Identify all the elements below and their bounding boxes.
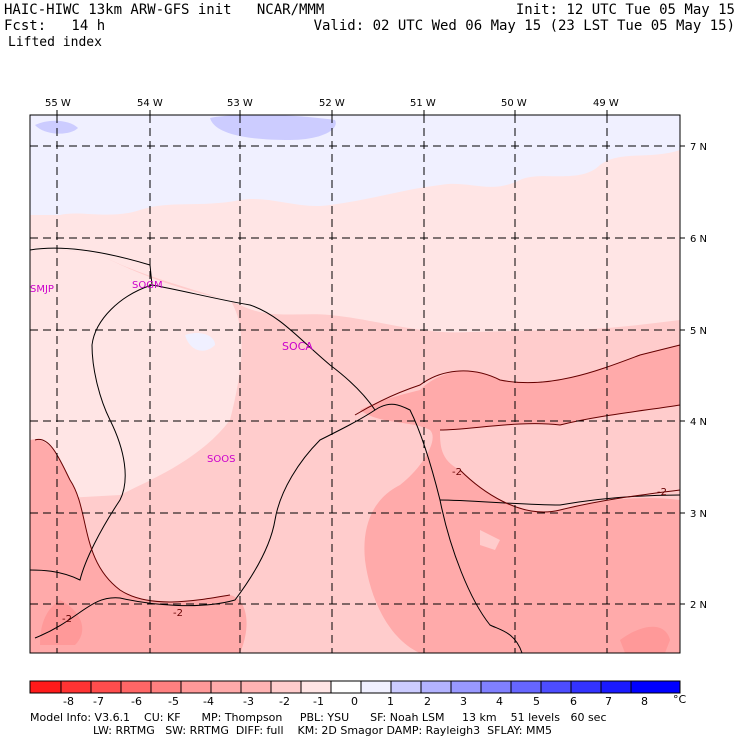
field-zone-blue-patch-2 (35, 120, 78, 134)
forecast-hour: Fcst: 14 h (4, 18, 106, 34)
colorbar-swatch (601, 681, 631, 693)
colorbar-swatch (511, 681, 541, 693)
colorbar-tick: -4 (203, 695, 214, 708)
lon-label: 55 W (45, 98, 71, 109)
colorbar-frame (29, 680, 681, 694)
colorbar-swatch (151, 681, 181, 693)
station-label: SOOS (207, 454, 235, 465)
colorbar-tick: 8 (641, 695, 648, 708)
lat-label: 7 N (690, 142, 707, 153)
colorbar-tick: -5 (168, 695, 179, 708)
ticks (56, 110, 685, 605)
colorbar-swatch (541, 681, 571, 693)
colorbar-swatch (271, 681, 301, 693)
colorbar-tick: -3 (243, 695, 254, 708)
field-zone-tongue (440, 405, 680, 512)
field-zone-pale-blue (30, 115, 680, 215)
station-label: SMJP (30, 284, 54, 295)
lat-label: 6 N (690, 234, 707, 245)
border-suriname-guiana (34, 409, 376, 639)
colorbar-swatch (91, 681, 121, 693)
contour-label: -2 (452, 467, 462, 478)
colorbar-tick: 7 (605, 695, 612, 708)
field-zone-dark-west (30, 439, 247, 653)
colorbar-swatch (361, 681, 391, 693)
lon-label: 51 W (410, 98, 436, 109)
lon-label: 53 W (227, 98, 253, 109)
colorbar-swatch (481, 681, 511, 693)
colorbar-swatch (211, 681, 241, 693)
colorbar-swatch (571, 681, 601, 693)
graticule (30, 115, 680, 653)
lat-label: 4 N (690, 417, 707, 428)
field-zone-blue-patch (210, 115, 336, 140)
init-time: Init: 12 UTC Tue 05 May 15 (515, 2, 735, 18)
border-suriname-guyana (29, 284, 153, 581)
colorbar-tick: -8 (63, 695, 74, 708)
colorbar (29, 680, 681, 694)
colorbar-swatch (181, 681, 211, 693)
station-label: SOGM (132, 280, 163, 291)
contour-label: -2 (173, 608, 183, 619)
coastline (29, 247, 523, 654)
colorbar-tick: -1 (313, 695, 324, 708)
station-label: SOCA (282, 340, 313, 353)
field-zone-hole (480, 530, 500, 550)
valid-time: Valid: 02 UTC Wed 06 May 15 (23 LST Tue … (313, 18, 735, 34)
contour-label: -2 (657, 487, 667, 498)
colorbar-swatch (241, 681, 271, 693)
lon-label: 50 W (501, 98, 527, 109)
field-zone-darker-se (620, 626, 670, 653)
colorbar-swatch (61, 681, 91, 693)
lat-label: 3 N (690, 509, 707, 520)
border-south (439, 494, 681, 506)
field-zone-interior (30, 245, 242, 500)
field-zone-darker-sw (40, 600, 83, 645)
field-name: Lifted index (8, 35, 102, 50)
lon-label: 52 W (319, 98, 345, 109)
colorbar-swatch (121, 681, 151, 693)
boundaries (29, 247, 681, 654)
colorbar-unit: °C (673, 693, 687, 706)
model-info-line2: LW: RRTMG SW: RRTMG DIFF: full KM: 2D Sm… (30, 724, 552, 737)
colorbar-swatch (301, 681, 331, 693)
colorbar-tick: 6 (570, 695, 577, 708)
colorbar-swatch (331, 681, 361, 693)
colorbar-tick: 5 (533, 695, 540, 708)
colorbar-tick: -2 (279, 695, 290, 708)
lon-label: 54 W (137, 98, 163, 109)
colorbar-tick: -6 (131, 695, 142, 708)
colorbar-tick: 3 (460, 695, 467, 708)
colorbar-tick: -7 (93, 695, 104, 708)
shaded-field (30, 115, 680, 653)
colorbar-swatch (30, 681, 61, 693)
colorbar-swatch (451, 681, 481, 693)
colorbar-tick: 4 (496, 695, 503, 708)
lat-label: 5 N (690, 326, 707, 337)
colorbar-tick: 1 (387, 695, 394, 708)
colorbar-tick: 0 (351, 695, 358, 708)
plot-frame (29, 114, 681, 654)
colorbar-tick: 2 (424, 695, 431, 708)
colorbar-swatch (391, 681, 421, 693)
model-title: HAIC-HIWC 13km ARW-GFS init NCAR/MMM (4, 2, 325, 18)
lon-label: 49 W (593, 98, 619, 109)
field-zone-blue-blob (185, 333, 215, 351)
lat-label: 2 N (690, 600, 707, 611)
colorbar-swatch (631, 681, 680, 693)
colorbar-swatch (421, 681, 451, 693)
contour-label: -2 (62, 614, 72, 625)
model-info-line1: Model Info: V3.6.1 CU: KF MP: Thompson P… (30, 711, 607, 724)
